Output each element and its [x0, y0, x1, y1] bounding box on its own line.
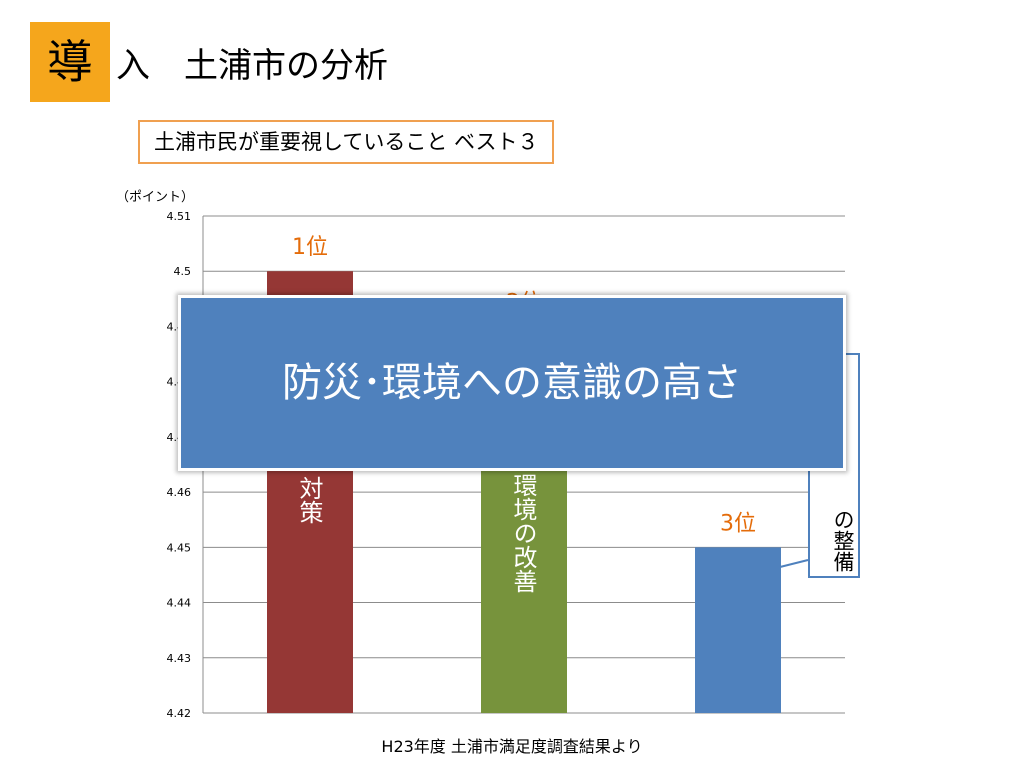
bar-1-label: 対策 [295, 476, 323, 524]
y-tick-label: 4.51 [167, 210, 192, 223]
y-tick-label: 4.42 [167, 707, 192, 720]
source-note: H23年度 土浦市満足度調査結果より [381, 737, 643, 756]
subtitle-box: 土浦市民が重要視していること ベスト３ [138, 120, 555, 164]
y-tick-label: 4.45 [167, 541, 192, 554]
y-tick-label: 4.5 [174, 265, 192, 278]
bar-2-label: 環境の改善 [509, 473, 537, 593]
overlay-banner: 防災･環境への意識の高さ [178, 295, 846, 471]
rank-label-1: 1位 [292, 235, 328, 260]
y-axis-label: （ポイント） [116, 190, 194, 205]
title-badge: 導 [30, 22, 110, 102]
y-tick-label: 4.44 [167, 597, 192, 610]
rank-label-3: 3位 [720, 511, 756, 536]
callout-pointer [779, 559, 809, 568]
y-tick-label: 4.43 [167, 652, 192, 665]
callout-text: の整備 [831, 509, 855, 572]
page-title: 入 土浦市の分析 [116, 46, 388, 86]
y-tick-label: 4.46 [167, 486, 192, 499]
y-tick-labels: 4.514.54.494.484.474.464.454.444.434.42 [167, 210, 192, 720]
bar-3 [695, 547, 781, 713]
